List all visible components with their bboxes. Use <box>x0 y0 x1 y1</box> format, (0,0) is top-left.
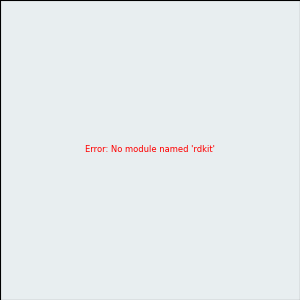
Text: Error: No module named 'rdkit': Error: No module named 'rdkit' <box>85 146 215 154</box>
